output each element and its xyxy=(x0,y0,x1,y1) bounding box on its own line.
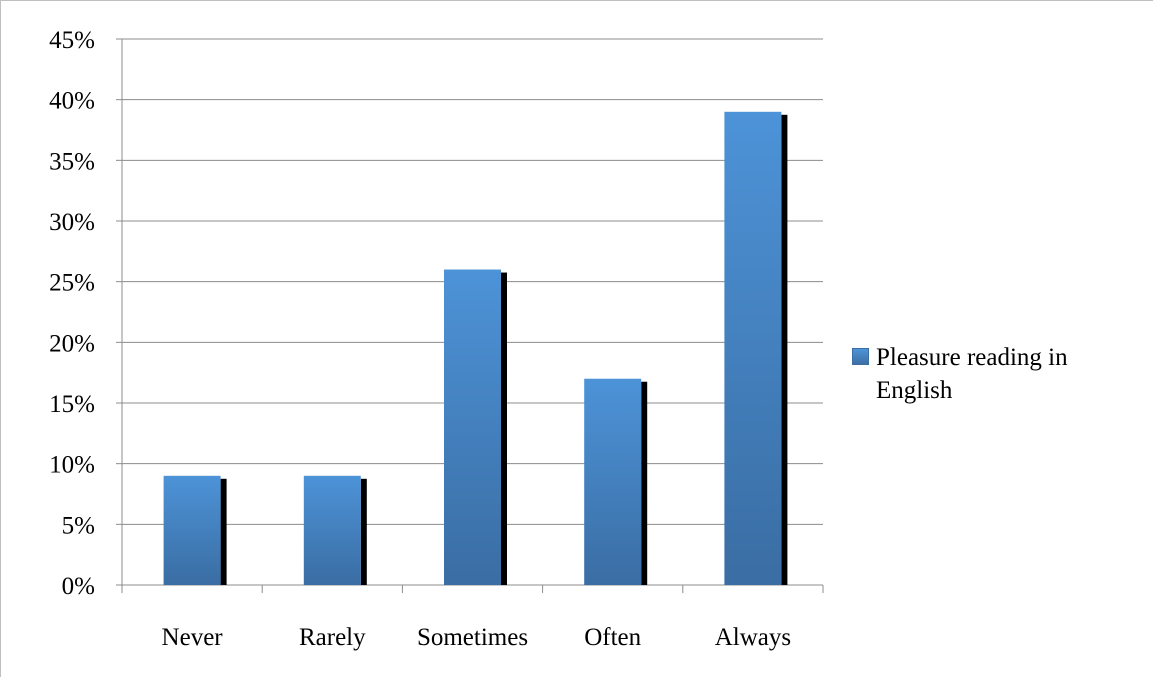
y-tick-label: 45% xyxy=(49,27,95,54)
bars xyxy=(163,111,788,586)
bar-shadow xyxy=(220,478,227,585)
y-tick-label: 10% xyxy=(49,452,95,479)
bar-shadow xyxy=(641,381,648,585)
y-tick-labels: 0% 5% 10% 15% 20% 25% 30% 35% 40% 45% xyxy=(49,27,95,600)
y-tick-label: 5% xyxy=(62,512,95,539)
bar-always xyxy=(724,111,782,586)
y-tick-label: 40% xyxy=(49,88,95,115)
bar-sometimes xyxy=(444,269,501,585)
x-tick-labels: Never Rarely Sometimes Often Always xyxy=(162,624,792,651)
x-tick-label: Never xyxy=(162,624,224,651)
bar-often xyxy=(584,378,642,585)
y-tick-label: 25% xyxy=(49,270,95,297)
y-tick-label: 0% xyxy=(62,573,95,600)
y-tick-label: 15% xyxy=(49,391,95,418)
bar-shadow xyxy=(360,478,367,585)
legend-label: Pleasure reading in English xyxy=(876,344,1068,404)
y-tick-label: 20% xyxy=(49,330,95,357)
y-tick-label: 35% xyxy=(49,148,95,175)
bar-shadow xyxy=(781,114,788,586)
y-tick-label: 30% xyxy=(49,209,95,236)
legend-swatch xyxy=(852,348,869,365)
x-tick-label: Sometimes xyxy=(417,624,528,651)
x-tick-label: Always xyxy=(715,624,791,651)
x-tick-label: Rarely xyxy=(299,624,366,651)
x-tick-label: Often xyxy=(584,624,641,651)
bar-never xyxy=(163,475,221,585)
bar-rarely xyxy=(303,475,361,585)
bar-shadow xyxy=(501,272,507,585)
